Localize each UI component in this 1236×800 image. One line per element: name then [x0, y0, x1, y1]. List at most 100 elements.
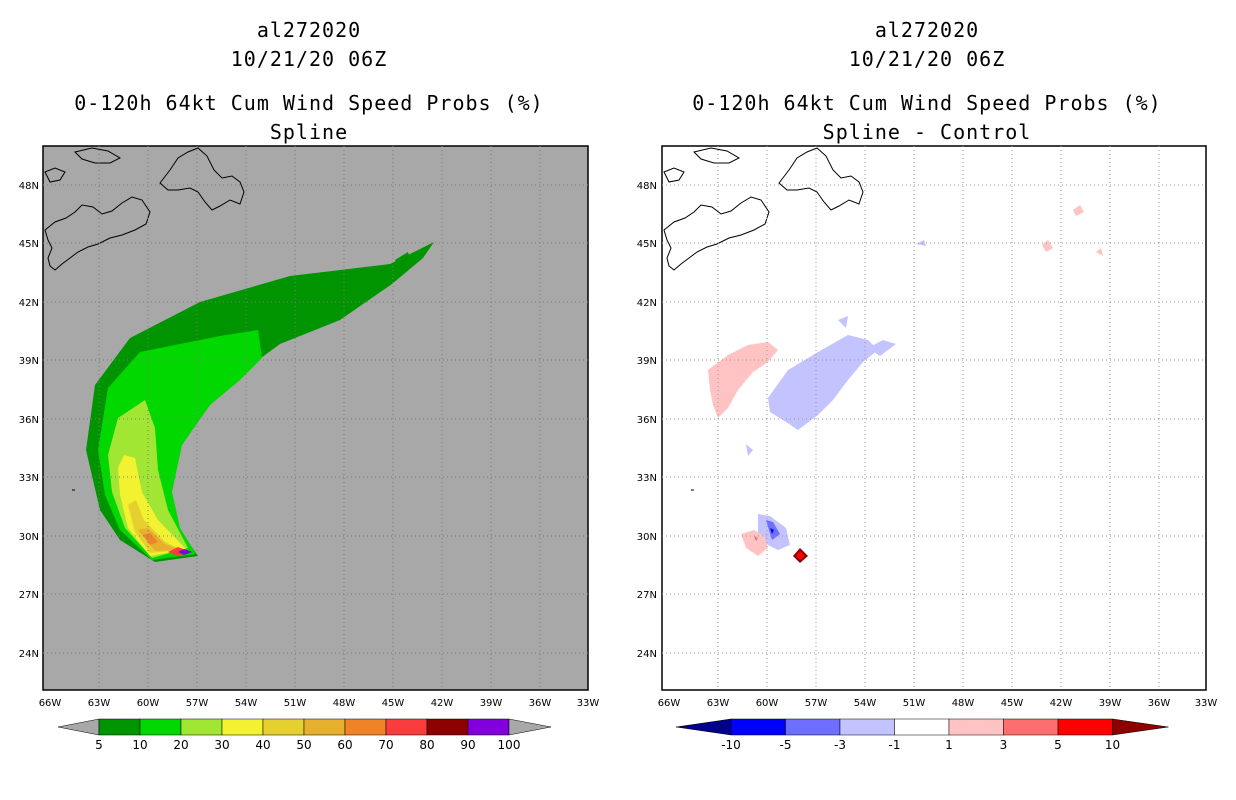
colorbar-label: 20	[173, 738, 188, 752]
difference-contours	[708, 205, 1103, 563]
colorbar-swatch	[180, 718, 223, 736]
colorbar-label: -5	[780, 738, 792, 752]
colorbar-swatch	[426, 718, 469, 736]
lat-tick-label: 45N	[19, 239, 39, 250]
lon-tick-label: 39W	[1099, 698, 1122, 709]
lat-tick-label: 45N	[637, 239, 657, 250]
lat-tick-label: 48N	[19, 181, 39, 192]
colorbar-right: -10 -5 -3 -1 1 3 5 10	[675, 718, 1169, 752]
lat-tick-label: 30N	[637, 532, 657, 543]
colorbar-label: 10	[1105, 738, 1120, 752]
lat-tick-label: 30N	[19, 532, 39, 543]
colorbar-label: 10	[132, 738, 147, 752]
lon-tick-label: 57W	[186, 698, 209, 709]
colorbar-swatch	[385, 718, 428, 736]
lon-tick-label: 66W	[658, 698, 681, 709]
lat-tick-label: 36N	[19, 415, 39, 426]
lon-tick-label: 57W	[805, 698, 828, 709]
coastline	[44, 147, 245, 491]
lat-tick-label: 27N	[19, 590, 39, 601]
colorbar-label: 40	[255, 738, 270, 752]
right-map-svg: 66W 63W 60W 57W 54W 51W 48W 45W 42W 39W …	[637, 145, 1218, 752]
lon-tick-label: 39W	[480, 698, 503, 709]
lat-tick-label: 24N	[19, 649, 39, 660]
panel-subtitle: Spline - Control	[822, 120, 1032, 144]
lon-tick-label: 60W	[137, 698, 160, 709]
storm-id: al272020	[874, 18, 980, 42]
coastline	[663, 147, 864, 491]
lon-tick-label: 54W	[854, 698, 877, 709]
lat-tick-label: 42N	[637, 298, 657, 309]
lon-tick-label: 48W	[333, 698, 356, 709]
colorbar-swatch	[139, 718, 182, 736]
colorbar-swatch	[785, 718, 841, 736]
lat-lon-grid	[662, 146, 1206, 690]
lat-tick-label: 33N	[637, 473, 657, 484]
colorbar-extend-high	[508, 718, 552, 736]
colorbar-swatch	[221, 718, 264, 736]
colorbar-label: 30	[214, 738, 229, 752]
colorbar-extend-low	[57, 718, 100, 736]
colorbar-label: 50	[296, 738, 311, 752]
lat-tick-label: 48N	[637, 181, 657, 192]
lon-tick-label: 33W	[1195, 698, 1218, 709]
colorbar-swatch	[1003, 718, 1059, 736]
colorbar-swatch	[1057, 718, 1113, 736]
lon-tick-label: 63W	[88, 698, 111, 709]
colorbar-label: 90	[460, 738, 475, 752]
colorbar-swatch	[948, 718, 1004, 736]
left-panel: al272020 10/21/20 06Z 0-120h 64kt Cum Wi…	[19, 18, 600, 752]
product-title: 0-120h 64kt Cum Wind Speed Probs (%)	[74, 91, 544, 115]
lat-axis-labels: 48N 45N 42N 39N 36N 33N 30N 27N 24N	[637, 181, 657, 660]
lon-axis-labels: 66W 63W 60W 57W 54W 51W 48W 45W 42W 39W …	[658, 698, 1218, 709]
lat-tick-label: 39N	[19, 356, 39, 367]
left-map-svg: 66W 63W 60W 57W 54W 51W 48W 45W 42W 39W …	[19, 145, 600, 752]
colorbar-swatch	[344, 718, 387, 736]
colorbar-label: -1	[889, 738, 901, 752]
lon-tick-label: 45W	[382, 698, 405, 709]
lat-tick-label: 39N	[637, 356, 657, 367]
lon-tick-label: 48W	[952, 698, 975, 709]
lon-tick-label: 51W	[903, 698, 926, 709]
lat-tick-label: 42N	[19, 298, 39, 309]
colorbar-swatch	[467, 718, 510, 736]
lon-tick-label: 66W	[39, 698, 62, 709]
product-title: 0-120h 64kt Cum Wind Speed Probs (%)	[692, 91, 1162, 115]
right-panel: al272020 10/21/20 06Z 0-120h 64kt Cum Wi…	[618, 0, 1236, 800]
colorbar-label: 60	[337, 738, 352, 752]
colorbar-label: 5	[1054, 738, 1062, 752]
colorbar-label: 70	[378, 738, 393, 752]
colorbar-label: 3	[1000, 738, 1008, 752]
colorbar-label: 5	[95, 738, 103, 752]
lon-tick-label: 36W	[1148, 698, 1171, 709]
lat-lon-grid	[43, 146, 588, 690]
lon-tick-label: 54W	[235, 698, 258, 709]
lon-tick-label: 42W	[1050, 698, 1073, 709]
panel-subtitle: Spline	[269, 120, 349, 144]
colorbar-left: 5 10 20 30 40 50 60 70 80 90 100	[57, 718, 552, 752]
lat-axis-labels: 48N 45N 42N 39N 36N 33N 30N 27N 24N	[19, 181, 39, 660]
storm-id: al272020	[256, 18, 362, 42]
colorbar-swatch	[303, 718, 346, 736]
datetime: 10/21/20 06Z	[230, 47, 388, 71]
lat-tick-label: 27N	[637, 590, 657, 601]
colorbar-swatch	[262, 718, 305, 736]
colorbar-swatch	[98, 718, 141, 736]
lat-tick-label: 33N	[19, 473, 39, 484]
lon-tick-label: 63W	[707, 698, 730, 709]
colorbar-label: -3	[834, 738, 846, 752]
lon-axis-labels: 66W 63W 60W 57W 54W 51W 48W 45W 42W 39W …	[39, 698, 600, 709]
lat-tick-label: 24N	[637, 649, 657, 660]
colorbar-swatch	[839, 718, 895, 736]
map-frame	[661, 145, 1207, 691]
lon-tick-label: 42W	[431, 698, 454, 709]
colorbar-swatch	[894, 718, 950, 736]
lon-tick-label: 60W	[756, 698, 779, 709]
lon-tick-label: 36W	[529, 698, 552, 709]
colorbar-label: 80	[419, 738, 434, 752]
colorbar-swatch	[730, 718, 786, 736]
colorbar-extend-low	[675, 718, 732, 736]
lon-tick-label: 45W	[1001, 698, 1024, 709]
colorbar-label: 1	[945, 738, 953, 752]
colorbar-extend-high	[1112, 718, 1169, 736]
